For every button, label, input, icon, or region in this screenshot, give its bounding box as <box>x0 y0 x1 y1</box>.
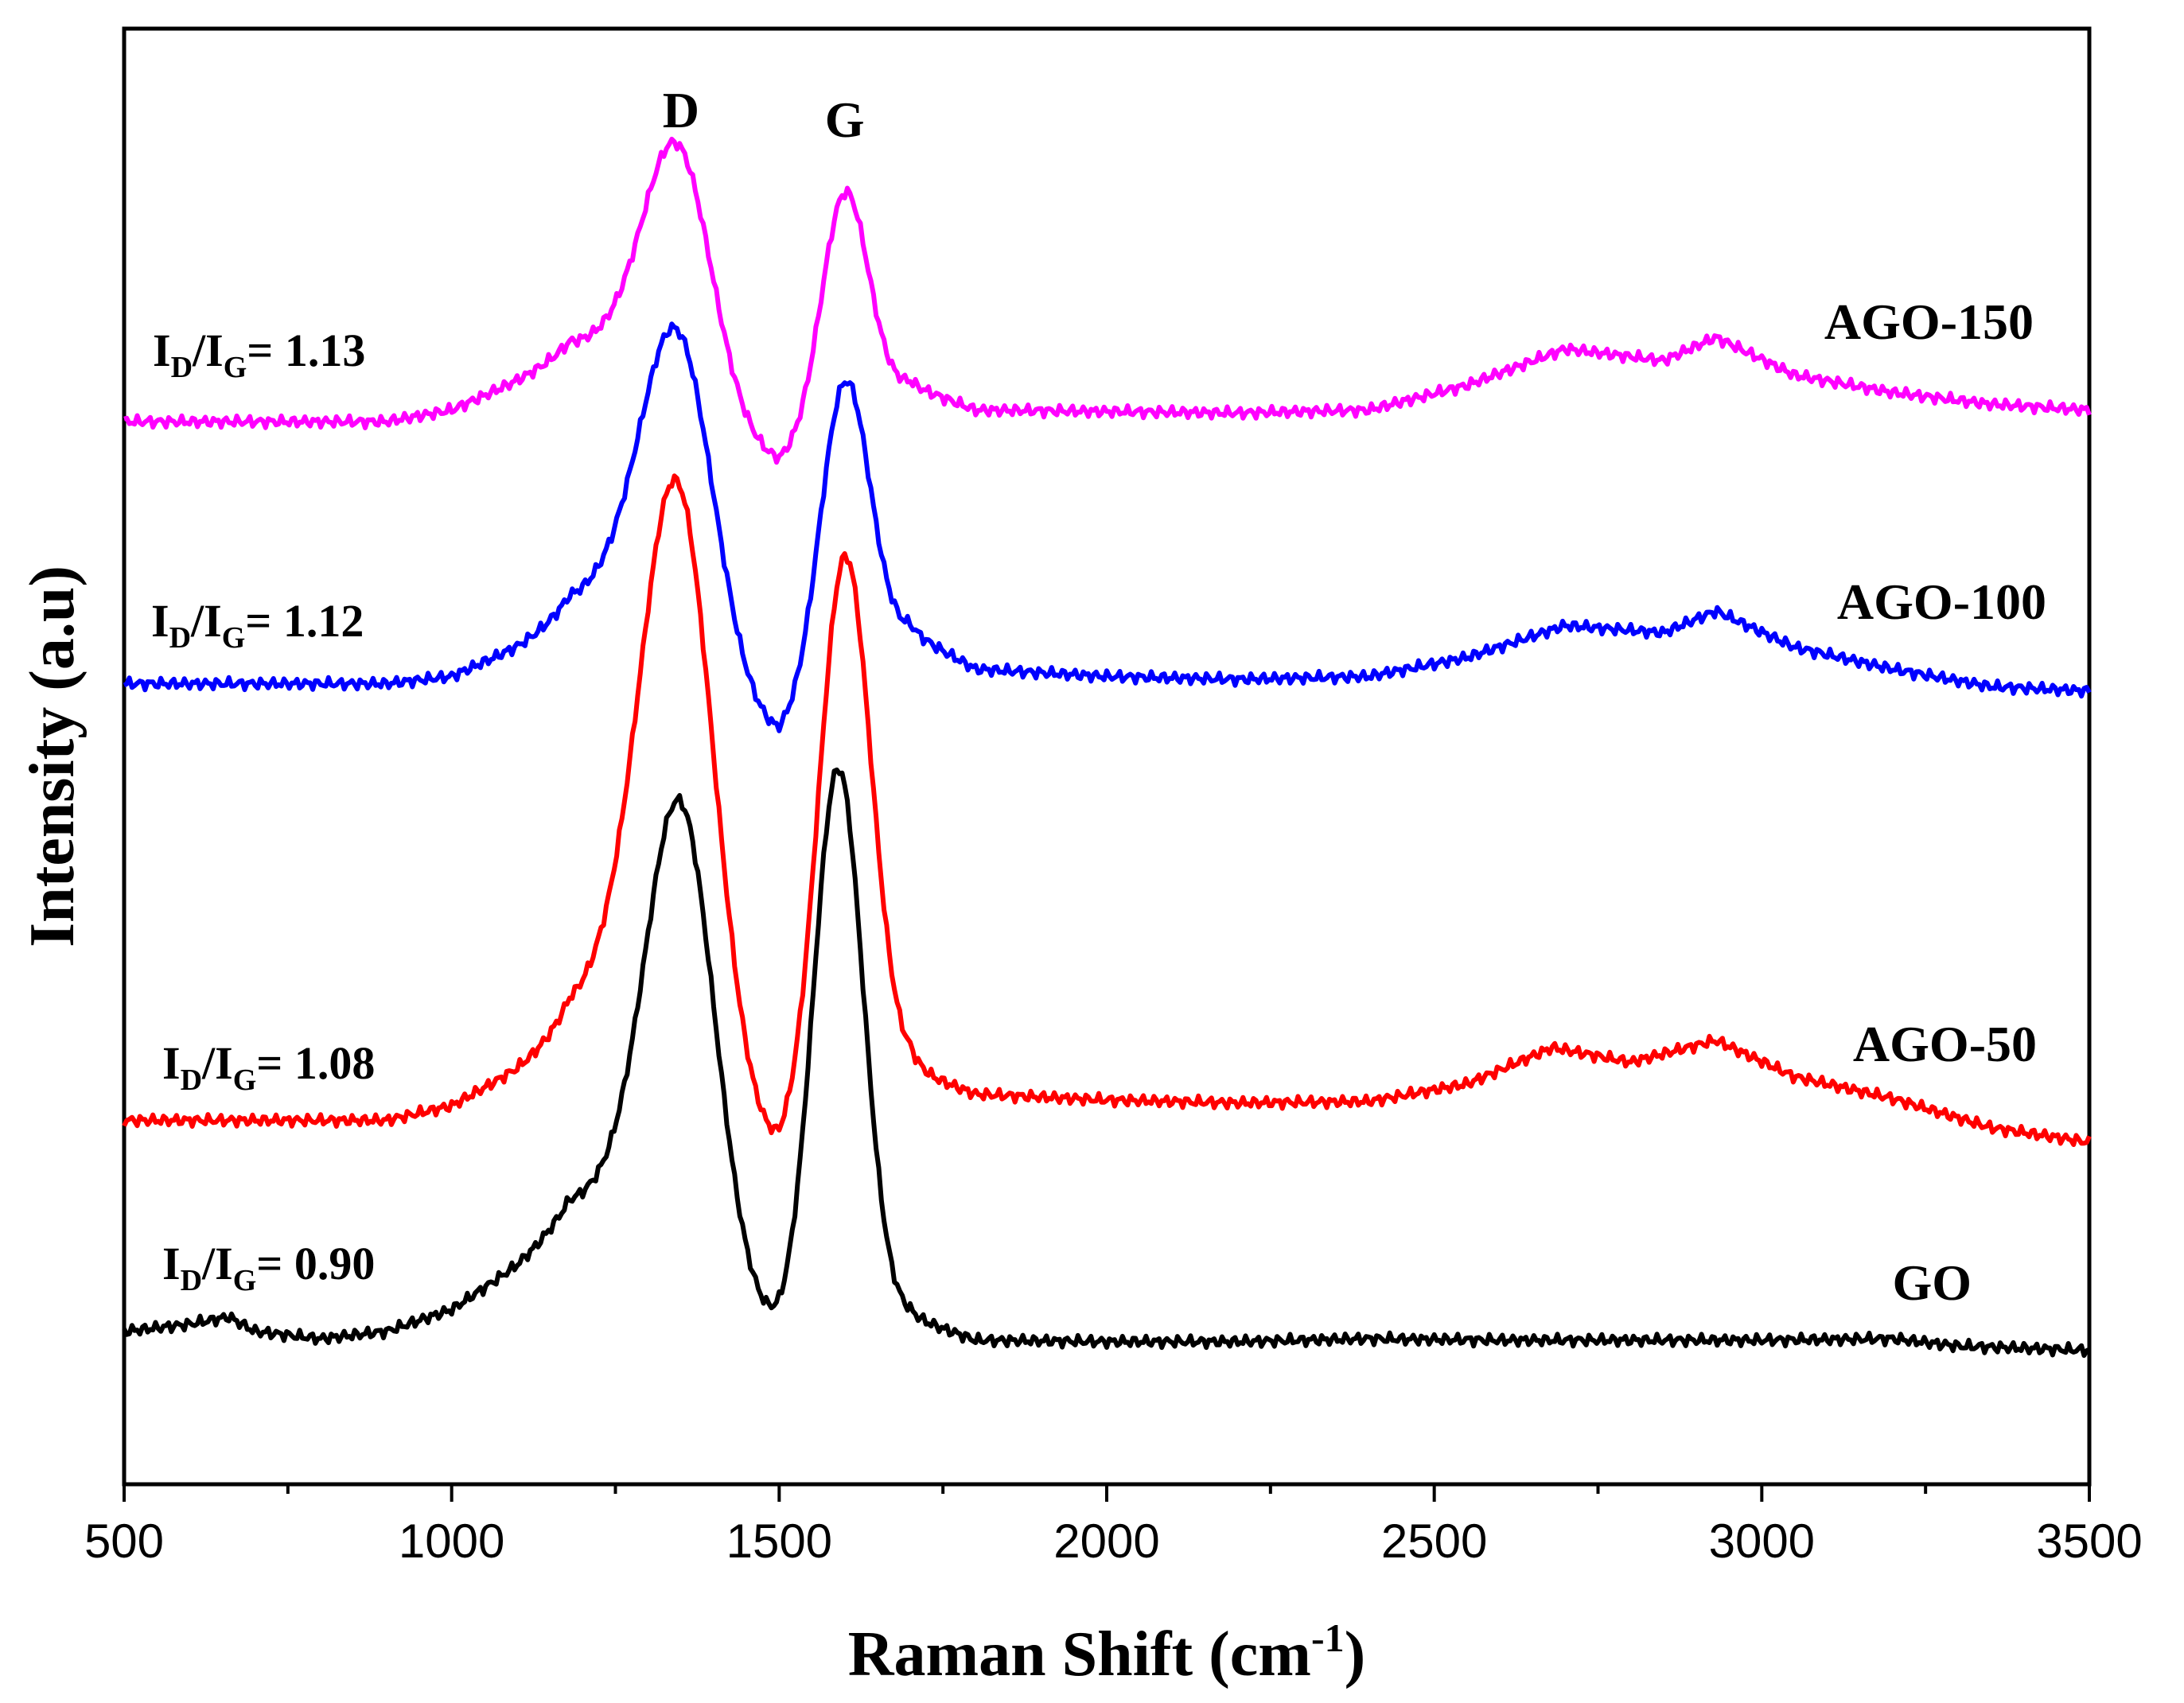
plot-frame <box>122 26 2092 1487</box>
x-tick-label: 1000 <box>399 1514 504 1568</box>
ratio-label-ago-50: ID/IG= 1.08 <box>162 1037 375 1097</box>
ratio-label-go: ID/IG= 0.90 <box>162 1238 375 1297</box>
x-axis-title: Raman Shift (cm-1) <box>848 1616 1365 1689</box>
series-line-go <box>122 767 2091 1359</box>
x-tick-label: 3000 <box>1709 1514 1815 1568</box>
peak-label-d: D <box>663 82 699 138</box>
peak-label-g: G <box>825 91 865 148</box>
series-lines <box>122 136 2092 1359</box>
x-tick-label: 2500 <box>1381 1514 1487 1568</box>
series-line-ago-100 <box>123 321 2092 733</box>
x-tick-label: 3500 <box>2036 1514 2142 1568</box>
x-tick-label: 1500 <box>726 1514 832 1568</box>
x-tick-label: 500 <box>84 1514 164 1568</box>
ratio-label-ago-150: ID/IG= 1.13 <box>153 325 365 384</box>
series-label-go: GO <box>1892 1254 1972 1311</box>
x-axis-ticks: 500 1000 1500 2000 2500 3000 3500 <box>84 1484 2143 1568</box>
series-label-ago-150: AGO-150 <box>1824 294 2034 350</box>
y-axis-title: Intensity (a.u) <box>18 566 88 947</box>
series-line-ago-50 <box>122 473 2092 1147</box>
series-label-ago-100: AGO-100 <box>1837 573 2046 630</box>
ratio-label-ago-100: ID/IG= 1.12 <box>151 595 364 655</box>
series-label-ago-50: AGO-50 <box>1853 1016 2037 1072</box>
x-tick-label: 2000 <box>1053 1514 1159 1568</box>
series-line-ago-150 <box>123 136 2092 465</box>
